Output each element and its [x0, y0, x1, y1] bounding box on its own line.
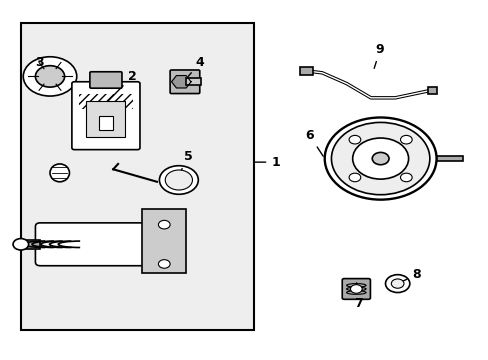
Circle shape: [385, 275, 409, 293]
Bar: [186, 78, 201, 85]
Bar: [86, 102, 125, 137]
Circle shape: [348, 173, 360, 182]
Circle shape: [352, 138, 408, 179]
Circle shape: [324, 117, 436, 200]
Text: 3: 3: [35, 55, 48, 74]
Bar: [79, 94, 132, 109]
Text: 6: 6: [305, 129, 323, 156]
Circle shape: [13, 239, 29, 250]
Bar: [427, 87, 436, 94]
Circle shape: [371, 152, 388, 165]
Circle shape: [165, 170, 192, 190]
Text: 8: 8: [399, 268, 420, 282]
Circle shape: [348, 135, 360, 144]
Bar: [300, 67, 312, 75]
Bar: [142, 208, 186, 273]
Polygon shape: [171, 76, 191, 88]
Circle shape: [158, 220, 170, 229]
Bar: [99, 116, 113, 130]
Circle shape: [159, 166, 198, 194]
FancyBboxPatch shape: [90, 72, 122, 88]
Text: 9: 9: [373, 43, 384, 68]
Text: 4: 4: [185, 55, 204, 80]
Bar: [436, 157, 462, 161]
FancyBboxPatch shape: [342, 279, 370, 299]
FancyBboxPatch shape: [72, 82, 140, 150]
Circle shape: [400, 135, 411, 144]
Text: 5: 5: [177, 150, 192, 177]
Circle shape: [158, 260, 170, 268]
Text: 7: 7: [353, 283, 362, 310]
Text: 2: 2: [108, 70, 136, 101]
FancyBboxPatch shape: [35, 223, 181, 266]
Text: 1: 1: [253, 156, 280, 168]
Circle shape: [400, 173, 411, 182]
FancyBboxPatch shape: [170, 70, 200, 94]
Bar: [21, 23, 254, 330]
Circle shape: [35, 66, 64, 87]
Circle shape: [23, 57, 77, 96]
Circle shape: [350, 285, 362, 293]
Circle shape: [390, 279, 403, 288]
Circle shape: [331, 122, 429, 195]
Ellipse shape: [50, 164, 69, 182]
Bar: [21, 240, 40, 249]
